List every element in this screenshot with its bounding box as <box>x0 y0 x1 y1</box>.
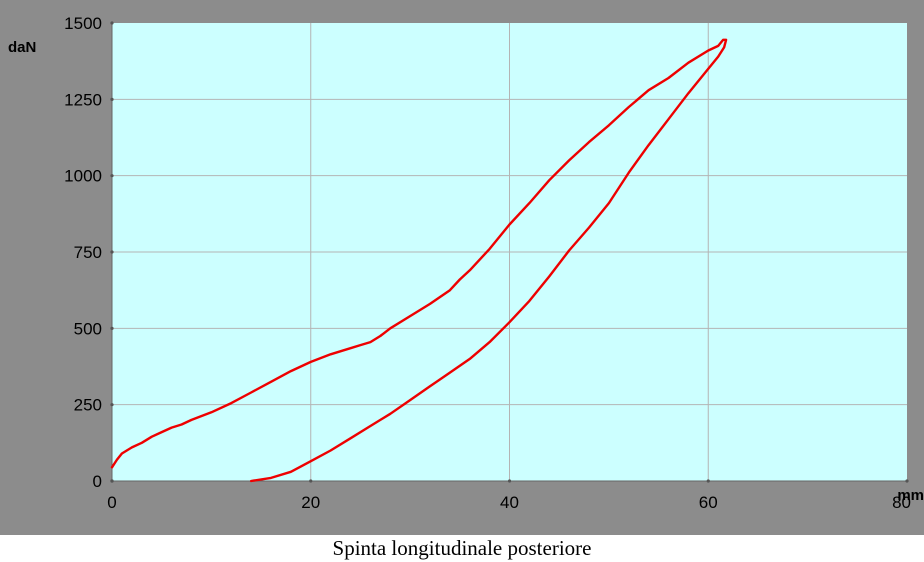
x-tick-label: 0 <box>107 493 116 512</box>
chart: 0 250 500 750 1000 1250 1500 0 20 40 60 80 daN mm <box>0 0 924 535</box>
y-tick-mark <box>110 403 114 407</box>
y-tick-mark <box>110 21 114 25</box>
x-tick-label: 40 <box>500 493 519 512</box>
y-tick-label: 750 <box>74 243 102 262</box>
y-tick-label: 1500 <box>64 14 102 33</box>
x-tick-mark <box>706 479 710 483</box>
y-tick-label: 1000 <box>64 167 102 186</box>
y-tick-label: 500 <box>74 319 102 338</box>
x-axis-label: mm <box>897 487 924 504</box>
y-tick-mark <box>110 97 114 101</box>
x-tick-label: 60 <box>699 493 718 512</box>
x-tick-label: 80 <box>892 493 911 512</box>
grid <box>112 23 907 481</box>
y-tick-label: 0 <box>93 472 102 491</box>
y-axis-label: daN <box>8 39 36 56</box>
chart-caption: Spinta longitudinale posteriore <box>332 536 592 560</box>
series-layer <box>110 38 728 483</box>
y-tick-mark <box>110 250 114 254</box>
y-tick-mark <box>110 174 114 178</box>
x-tick-mark <box>309 479 313 483</box>
x-tick-label: 20 <box>301 493 320 512</box>
axes <box>110 21 909 483</box>
y-tick-label: 1250 <box>64 90 102 109</box>
force-displacement-curve <box>110 38 728 483</box>
x-tick-mark <box>507 479 512 483</box>
y-tick-label: 250 <box>74 396 102 415</box>
y-tick-mark <box>110 326 114 330</box>
x-tick-mark <box>905 479 909 483</box>
chart-svg: 0 250 500 750 1000 1250 1500 0 20 40 60 80 daN mm <box>0 0 924 535</box>
tick-labels: 0 250 500 750 1000 1250 1500 0 20 40 60 80 <box>64 14 911 512</box>
x-tick-mark <box>110 479 114 483</box>
